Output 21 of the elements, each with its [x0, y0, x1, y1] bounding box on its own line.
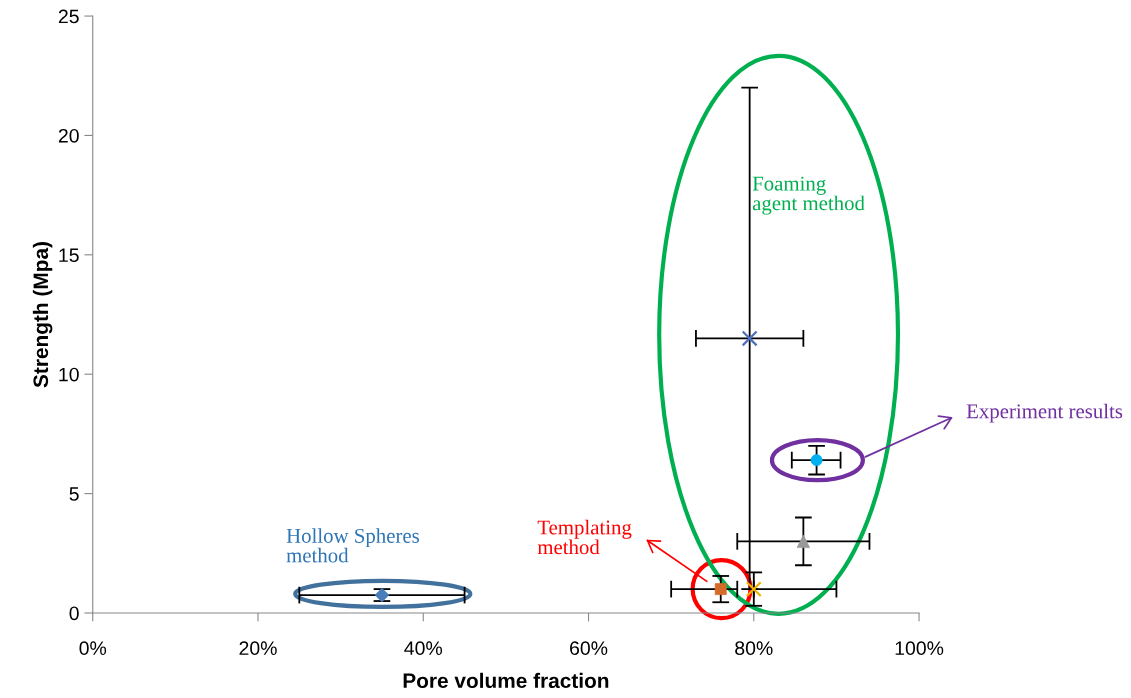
annotation: Templating method	[537, 519, 632, 555]
x-tick-label: 80%	[735, 641, 773, 656]
y-tick-label: 10	[59, 367, 79, 382]
y-tick-label: 0	[69, 606, 79, 621]
y-axis-title: Strength (Mpa)	[32, 242, 53, 388]
x-tick-label: 100%	[895, 641, 944, 656]
x-axis-title: Pore volume fraction	[403, 672, 609, 689]
annotation: Foaming agent method	[752, 176, 865, 215]
x-tick-label: 60%	[570, 641, 608, 656]
y-tick-label: 20	[58, 128, 79, 143]
x-tick-label: 0%	[79, 641, 107, 656]
text: Experiment results	[966, 403, 1123, 423]
x-tick-label: 20%	[239, 641, 277, 656]
x-tick-label: 40%	[404, 641, 443, 656]
annotation: Hollow Spheres method	[286, 528, 420, 563]
point	[741, 330, 758, 347]
point	[796, 534, 810, 548]
y-tick-label: 5	[69, 487, 79, 501]
y-tick-label: 25	[58, 9, 79, 24]
point	[745, 581, 762, 598]
y-tick-label: 15	[59, 248, 79, 263]
